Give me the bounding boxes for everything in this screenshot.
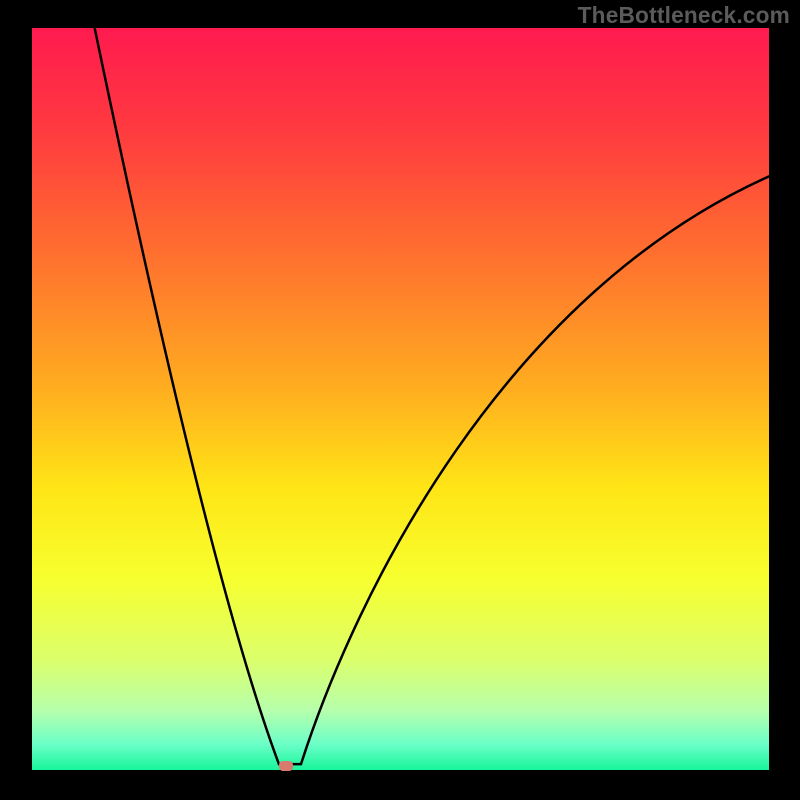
bottleneck-curve [32, 28, 769, 770]
watermark-text: TheBottleneck.com [578, 2, 790, 29]
curve-path [95, 28, 769, 764]
plot-area [32, 28, 769, 770]
vertex-marker [279, 761, 293, 771]
chart-frame: TheBottleneck.com [0, 0, 800, 800]
